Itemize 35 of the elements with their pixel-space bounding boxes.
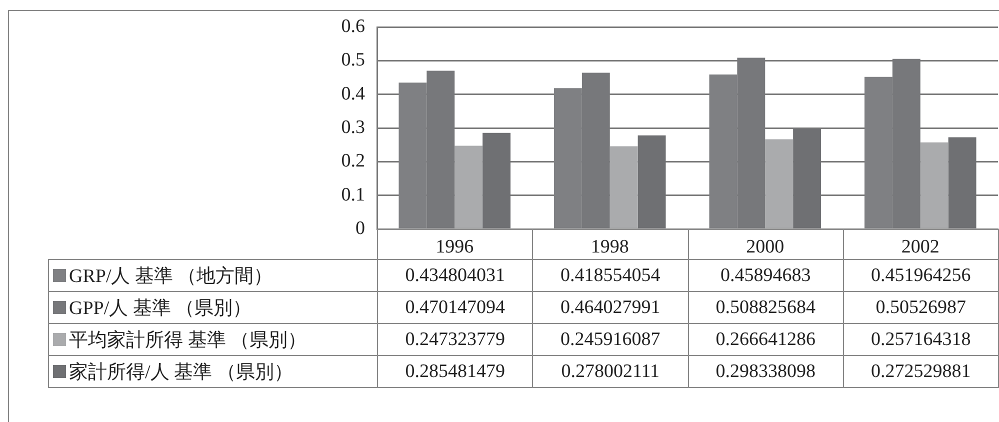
legend-label: 家計所得/人 基準 （県別） (69, 360, 293, 384)
y-tick-label: 0 (356, 218, 365, 239)
data-label: 0.508825684 (688, 291, 844, 324)
data-label: 0.418554054 (532, 259, 688, 292)
y-tick-label: 0.3 (341, 116, 365, 138)
bar (920, 142, 948, 228)
data-label: 0.247323779 (377, 323, 534, 356)
data-label: 0.278002111 (532, 355, 688, 388)
data-label: 0.298338098 (688, 355, 844, 388)
data-label: 0.464027991 (532, 291, 688, 324)
y-tick-label: 0.5 (341, 50, 365, 71)
y-tick-label: 0.1 (341, 184, 365, 206)
bar (610, 146, 638, 228)
x-tick-label: 1996 (436, 236, 474, 258)
x-tick-label: 2002 (901, 236, 940, 258)
data-label: 0.470147094 (377, 291, 534, 324)
data-label: 0.272529881 (842, 355, 999, 388)
x-tick-label: 1998 (590, 236, 629, 258)
bar (765, 139, 794, 228)
x-tick-label: 2000 (746, 236, 784, 258)
data-label: 0.451964256 (842, 259, 999, 292)
legend-label: GPP/人 基準 （県別） (69, 296, 252, 320)
bar (454, 146, 483, 228)
data-label: 0.245916087 (532, 323, 688, 356)
legend-label: 平均家計所得 基準 （県別） (69, 328, 306, 352)
data-label: 0.266641286 (688, 323, 844, 356)
data-label: 0.257164318 (842, 323, 999, 356)
data-label: 0.45894683 (688, 259, 844, 292)
data-label: 0.285481479 (377, 355, 534, 388)
y-tick-label: 0.4 (341, 83, 366, 104)
data-label: 0.50526987 (842, 291, 999, 324)
data-label: 0.434804031 (377, 259, 534, 292)
y-tick-label: 0.6 (341, 16, 365, 37)
legend-label: GRP/人 基準 （地方間） (69, 264, 273, 288)
y-tick-label: 0.2 (341, 150, 365, 172)
